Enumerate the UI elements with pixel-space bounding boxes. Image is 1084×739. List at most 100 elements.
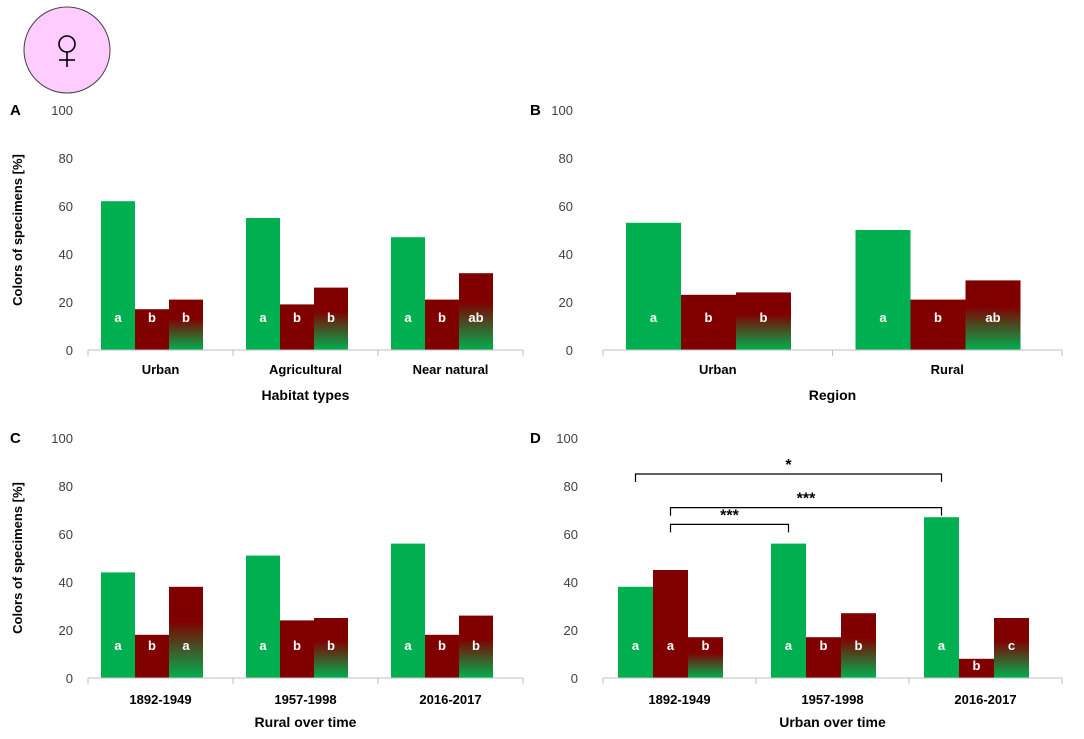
bar-letter-label: a: [404, 310, 412, 325]
y-tick-label: 60: [559, 199, 573, 214]
bar-letter-label: b: [472, 638, 480, 653]
bar-letter-label: b: [293, 638, 301, 653]
x-axis-title: Habitat types: [262, 387, 350, 403]
bar-red-green: [994, 618, 1029, 678]
bar-letter-label: b: [973, 658, 981, 673]
bar-green: [924, 517, 959, 678]
panel-letter: B: [530, 102, 541, 119]
bar-red-green: [459, 273, 493, 350]
bar-letter-label: ab: [985, 310, 1000, 325]
y-tick-label: 100: [556, 431, 578, 446]
panel-letter: A: [10, 102, 21, 119]
y-tick-label: 20: [59, 623, 73, 638]
y-tick-label: 100: [51, 103, 73, 118]
y-tick-label: 60: [564, 527, 578, 542]
bar-red: [959, 658, 994, 678]
bar-letter-label: b: [148, 638, 156, 653]
significance-label: ***: [797, 491, 816, 508]
bar-letter-label: a: [404, 638, 412, 653]
panel-letter: C: [10, 430, 21, 447]
bar-letter-label: b: [148, 310, 156, 325]
x-axis-title: Region: [809, 387, 856, 403]
bar-letter-label: b: [293, 310, 301, 325]
significance-bracket: [669, 507, 943, 516]
bar-red: [425, 634, 459, 678]
bar-red: [910, 299, 966, 350]
bar-letter-label: b: [438, 310, 446, 325]
y-axis-title: Colors of specimens [%]: [10, 482, 25, 634]
significance-label: *: [785, 457, 792, 474]
category-label: 1892-1949: [648, 692, 710, 707]
female-symbol-circle: [23, 6, 111, 94]
bar-red: [425, 299, 459, 350]
y-tick-label: 40: [59, 247, 73, 262]
bar-letter-label: b: [182, 310, 190, 325]
bar-red-green: [965, 280, 1021, 350]
y-tick-label: 40: [564, 575, 578, 590]
y-axis-title: Colors of specimens [%]: [10, 154, 25, 306]
y-tick-label: 60: [59, 199, 73, 214]
bar-letter-label: c: [1008, 638, 1015, 653]
bar-letter-label: b: [820, 638, 828, 653]
bar-letter-label: a: [785, 638, 793, 653]
y-tick-label: 40: [59, 575, 73, 590]
y-tick-label: 80: [564, 479, 578, 494]
bar-red: [135, 309, 169, 350]
bar-red-green: [169, 586, 203, 678]
bar-letter-label: a: [114, 310, 122, 325]
bar-letter-label: b: [760, 310, 768, 325]
x-axis-title: Urban over time: [779, 714, 886, 730]
bar-green: [101, 201, 135, 350]
y-tick-label: 0: [66, 343, 73, 358]
panel-c: C 0 20 40 60 80 100 Colors of specimens [%] a a a b…: [10, 430, 524, 730]
bar-red: [653, 570, 688, 678]
category-label: 2016-2017: [419, 692, 481, 707]
bar-letter-label: a: [632, 638, 640, 653]
bar-letter-label: a: [114, 638, 122, 653]
panel-letter: D: [530, 430, 541, 447]
bar-letter-label: b: [327, 310, 335, 325]
bar-letter-label: b: [438, 638, 446, 653]
bar-green: [391, 543, 425, 678]
bar-red-green: [314, 618, 348, 678]
panel-a: A 0 20 40 60 80 100 Colors of specimens [%] a a a b…: [10, 102, 524, 403]
bar-letter-label: b: [934, 310, 942, 325]
bar-letter-label: b: [705, 310, 713, 325]
bar-letter-label: a: [259, 638, 267, 653]
bar-red-green: [459, 615, 493, 678]
category-label: 1957-1998: [274, 692, 336, 707]
y-tick-label: 20: [564, 623, 578, 638]
bar-letter-label: b: [702, 638, 710, 653]
x-axis-title: Rural over time: [255, 714, 357, 730]
category-label: 1957-1998: [801, 692, 863, 707]
female-icon: [58, 35, 76, 67]
category-label: Rural: [931, 362, 964, 377]
bar-red: [681, 294, 736, 350]
bar-letter-label: a: [667, 638, 675, 653]
bar-red-green: [169, 299, 203, 350]
bar-letter-label: b: [327, 638, 335, 653]
significance-label: ***: [720, 507, 739, 524]
bar-letter-label: b: [855, 638, 863, 653]
bar-red: [135, 634, 169, 678]
category-label: Urban: [142, 362, 180, 377]
y-tick-label: 0: [566, 343, 573, 358]
bar-green: [771, 543, 806, 678]
bar-red: [806, 637, 841, 678]
bar-red-green: [736, 292, 791, 350]
bar-green: [855, 230, 911, 350]
bar-letter-label: a: [879, 310, 887, 325]
y-tick-label: 0: [66, 671, 73, 686]
bar-red-green: [314, 287, 348, 350]
bar-green: [391, 237, 425, 350]
bar-green: [246, 555, 280, 678]
category-label: 2016-2017: [954, 692, 1016, 707]
female-symbol-badge: [23, 6, 111, 94]
y-tick-label: 80: [59, 151, 73, 166]
y-tick-label: 20: [59, 295, 73, 310]
bar-letter-label: a: [259, 310, 267, 325]
bar-red-green: [841, 613, 876, 678]
